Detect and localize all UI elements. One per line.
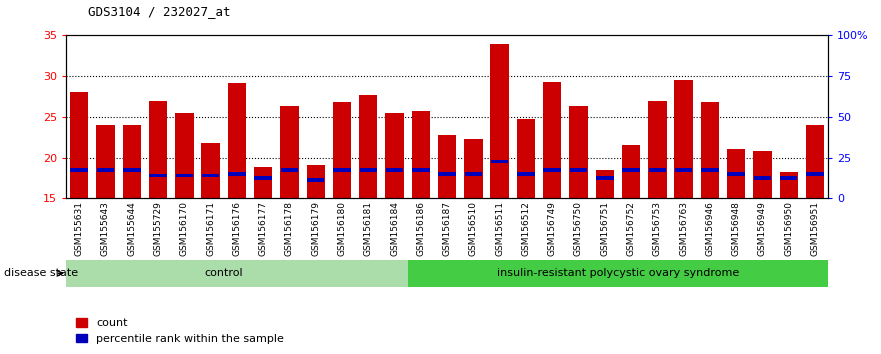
Text: GSM156181: GSM156181 [364, 201, 373, 256]
Text: GSM156170: GSM156170 [180, 201, 189, 256]
Bar [439, 172, 455, 176]
Bar [701, 168, 719, 172]
Text: GSM156946: GSM156946 [706, 201, 714, 256]
Bar [254, 167, 272, 198]
FancyBboxPatch shape [408, 260, 828, 287]
FancyBboxPatch shape [66, 260, 408, 287]
Bar [227, 82, 246, 198]
Text: GSM156511: GSM156511 [495, 201, 504, 256]
Bar [517, 172, 535, 176]
Bar [281, 168, 298, 172]
Text: GSM155643: GSM155643 [101, 201, 110, 256]
Text: GSM156184: GSM156184 [390, 201, 399, 256]
Bar [464, 139, 483, 198]
Bar [123, 168, 140, 172]
Bar [728, 172, 745, 176]
Bar [149, 173, 167, 177]
Bar [412, 168, 430, 172]
Legend: count, percentile rank within the sample: count, percentile rank within the sample [71, 314, 288, 348]
Bar [70, 92, 88, 198]
Text: GSM156510: GSM156510 [469, 201, 478, 256]
Text: insulin-resistant polycystic ovary syndrome: insulin-resistant polycystic ovary syndr… [497, 268, 739, 279]
Bar [596, 176, 613, 180]
Bar [491, 44, 509, 198]
Bar [754, 176, 771, 180]
Bar [307, 165, 325, 198]
Bar [491, 160, 508, 164]
Bar [307, 178, 324, 182]
Bar [806, 172, 824, 176]
Bar [544, 168, 561, 172]
Text: GSM156749: GSM156749 [548, 201, 557, 256]
Bar [622, 168, 640, 172]
Text: GSM156187: GSM156187 [442, 201, 452, 256]
Bar [359, 168, 377, 172]
Bar [280, 106, 299, 198]
Bar [648, 168, 666, 172]
Bar [122, 125, 141, 198]
Bar [202, 143, 219, 198]
Bar [333, 102, 352, 198]
Bar [385, 113, 403, 198]
Text: GSM156951: GSM156951 [811, 201, 819, 256]
Text: GSM156512: GSM156512 [522, 201, 530, 256]
Bar [622, 145, 640, 198]
Bar [359, 95, 377, 198]
Text: GSM156950: GSM156950 [784, 201, 793, 256]
Text: GDS3104 / 232027_at: GDS3104 / 232027_at [88, 5, 231, 18]
Bar [700, 102, 719, 198]
Bar [97, 168, 115, 172]
Bar [753, 151, 772, 198]
Bar [780, 176, 797, 180]
Text: GSM156750: GSM156750 [574, 201, 583, 256]
Text: GSM155729: GSM155729 [153, 201, 163, 256]
Text: GSM156751: GSM156751 [600, 201, 610, 256]
Bar [806, 125, 825, 198]
Bar [149, 101, 167, 198]
Text: GSM156948: GSM156948 [731, 201, 741, 256]
Text: GSM155631: GSM155631 [75, 201, 84, 256]
Bar [333, 168, 351, 172]
Bar [70, 168, 88, 172]
Bar [255, 176, 272, 180]
Bar [596, 170, 614, 198]
Text: GSM156171: GSM156171 [206, 201, 215, 256]
Bar [411, 111, 430, 198]
Text: GSM156177: GSM156177 [259, 201, 268, 256]
Bar [648, 101, 667, 198]
Bar [675, 80, 692, 198]
Text: GSM156178: GSM156178 [285, 201, 294, 256]
Text: GSM155644: GSM155644 [127, 201, 137, 256]
Text: control: control [204, 268, 243, 279]
Bar [96, 125, 115, 198]
Bar [543, 82, 561, 198]
Bar [202, 173, 219, 177]
Bar [464, 172, 482, 176]
Bar [569, 106, 588, 198]
Bar [175, 113, 194, 198]
Text: GSM156179: GSM156179 [311, 201, 320, 256]
Bar [780, 172, 798, 198]
Bar [675, 168, 692, 172]
Text: GSM156180: GSM156180 [337, 201, 346, 256]
Text: GSM156752: GSM156752 [626, 201, 635, 256]
Bar [228, 172, 246, 176]
Text: GSM156763: GSM156763 [679, 201, 688, 256]
Bar [517, 119, 535, 198]
Text: GSM156753: GSM156753 [653, 201, 662, 256]
Bar [175, 173, 193, 177]
Bar [438, 135, 456, 198]
Text: GSM156176: GSM156176 [233, 201, 241, 256]
Bar [386, 168, 403, 172]
Text: GSM156186: GSM156186 [417, 201, 426, 256]
Text: disease state: disease state [4, 268, 78, 278]
Bar [570, 168, 588, 172]
Text: GSM156949: GSM156949 [758, 201, 767, 256]
Bar [727, 149, 745, 198]
